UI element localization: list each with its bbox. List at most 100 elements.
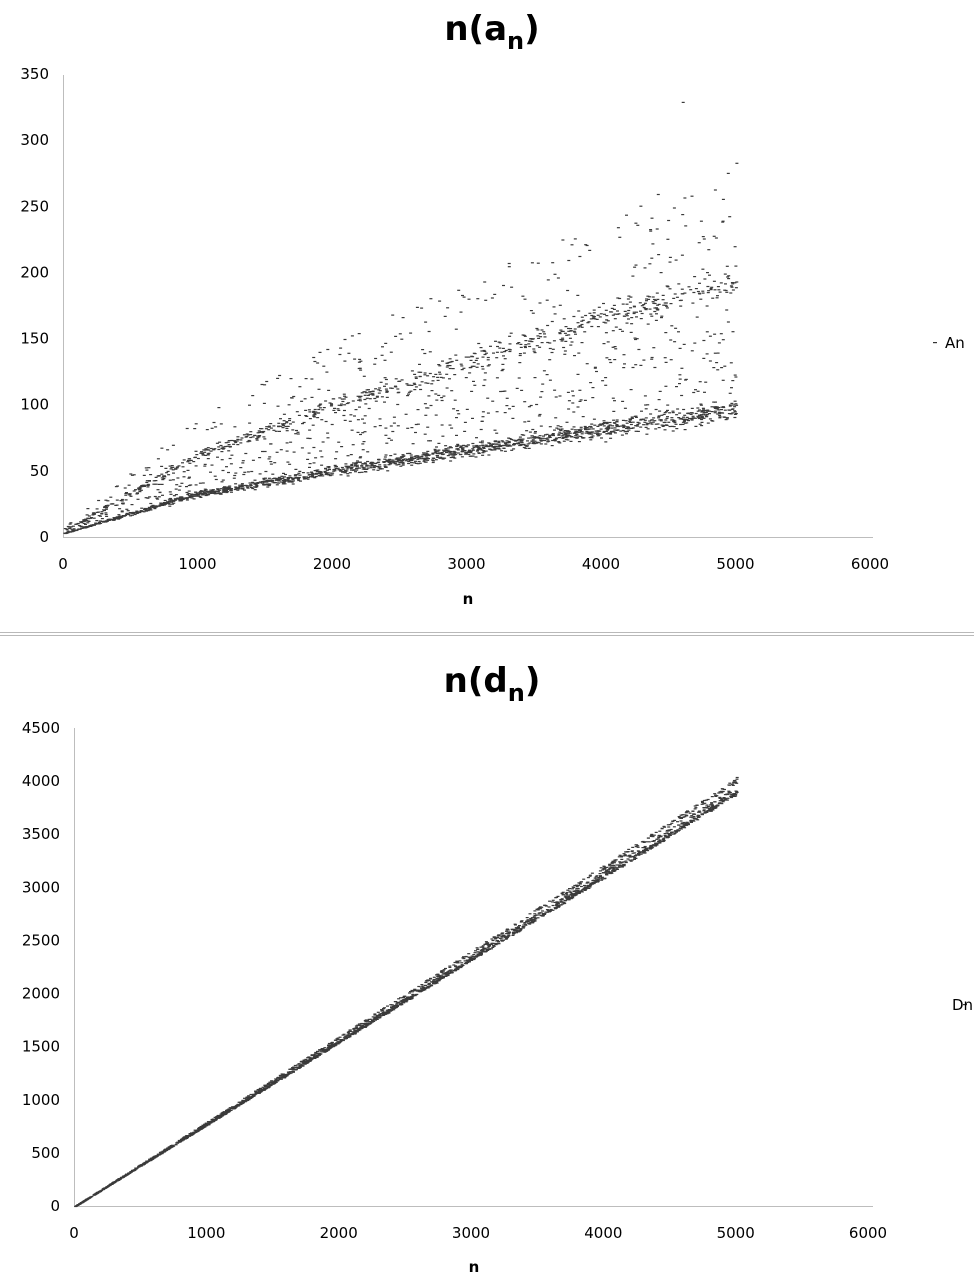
data-point [281, 479, 285, 482]
data-point [491, 400, 495, 402]
data-point [526, 443, 530, 445]
data-point [393, 453, 397, 455]
data-point [312, 462, 316, 464]
data-point [675, 386, 678, 388]
data-point [285, 421, 289, 423]
data-point [362, 422, 366, 424]
data-point [567, 430, 571, 433]
data-point [300, 447, 304, 449]
panel-divider [0, 632, 974, 636]
data-point [287, 481, 291, 483]
data-point [685, 416, 689, 418]
data-point [684, 822, 688, 824]
data-point [631, 852, 635, 854]
data-point [481, 411, 485, 413]
data-point [117, 517, 121, 519]
data-point [591, 435, 595, 437]
data-point [217, 493, 221, 495]
data-point [434, 414, 438, 416]
data-point [480, 442, 484, 444]
data-point [499, 934, 503, 936]
data-point [93, 524, 96, 526]
data-point [587, 431, 591, 433]
data-point [655, 307, 658, 309]
data-point [576, 890, 580, 892]
data-point [612, 419, 616, 421]
data-point [602, 865, 606, 867]
data-point [709, 810, 713, 812]
data-point [248, 482, 252, 484]
data-point [192, 495, 196, 497]
data-point [342, 393, 346, 395]
data-point [544, 434, 547, 436]
data-point [363, 398, 367, 401]
data-point [721, 412, 725, 414]
data-point [161, 494, 164, 496]
data-point [348, 420, 352, 422]
data-point [590, 325, 594, 328]
data-point [472, 446, 476, 449]
data-point [221, 448, 225, 450]
data-point [690, 412, 693, 414]
data-point [561, 891, 565, 893]
data-point [251, 395, 255, 397]
data-point [389, 387, 393, 389]
data-point [263, 1084, 267, 1087]
data-point [419, 990, 423, 992]
data-point [245, 485, 249, 487]
data-point [578, 882, 582, 884]
data-point [698, 381, 702, 383]
data-point [518, 362, 522, 364]
data-point [74, 1205, 78, 1208]
data-point [355, 1026, 359, 1028]
data-point [721, 198, 725, 200]
data-point [735, 281, 739, 283]
data-point [87, 1197, 91, 1199]
data-point [495, 443, 499, 445]
data-point [410, 989, 414, 992]
data-point [243, 1097, 246, 1099]
data-point [313, 412, 317, 414]
data-point [340, 398, 344, 400]
data-point [611, 425, 615, 427]
data-point [536, 335, 540, 337]
data-point [527, 406, 531, 408]
data-point [558, 395, 562, 397]
data-point [720, 799, 724, 801]
data-point [143, 485, 146, 487]
data-point [296, 478, 300, 480]
data-point [700, 415, 704, 417]
data-point [523, 421, 527, 423]
data-point [192, 498, 196, 500]
data-point [613, 860, 617, 862]
data-point [299, 1063, 303, 1065]
data-point [431, 453, 435, 455]
data-point [505, 937, 509, 939]
data-point [569, 440, 573, 442]
data-point [480, 350, 484, 352]
data-point [338, 353, 342, 356]
data-point [734, 794, 738, 796]
data-point [611, 430, 615, 432]
data-point [262, 477, 266, 479]
data-point [384, 427, 388, 429]
data-point [570, 428, 574, 430]
data-point [582, 878, 586, 880]
data-point [220, 459, 224, 461]
data-point [473, 952, 477, 954]
data-point [247, 439, 251, 442]
data-point [343, 419, 347, 421]
data-point [530, 341, 534, 343]
data-point [305, 476, 309, 478]
data-point [627, 427, 631, 429]
data-point [386, 470, 390, 472]
data-point [581, 319, 585, 321]
data-point [518, 444, 522, 447]
data-point [397, 380, 401, 382]
data-point [167, 1147, 171, 1149]
data-point [646, 428, 650, 430]
data-point [559, 904, 563, 906]
data-point [366, 394, 370, 396]
data-point [454, 328, 458, 330]
data-point [285, 430, 289, 432]
